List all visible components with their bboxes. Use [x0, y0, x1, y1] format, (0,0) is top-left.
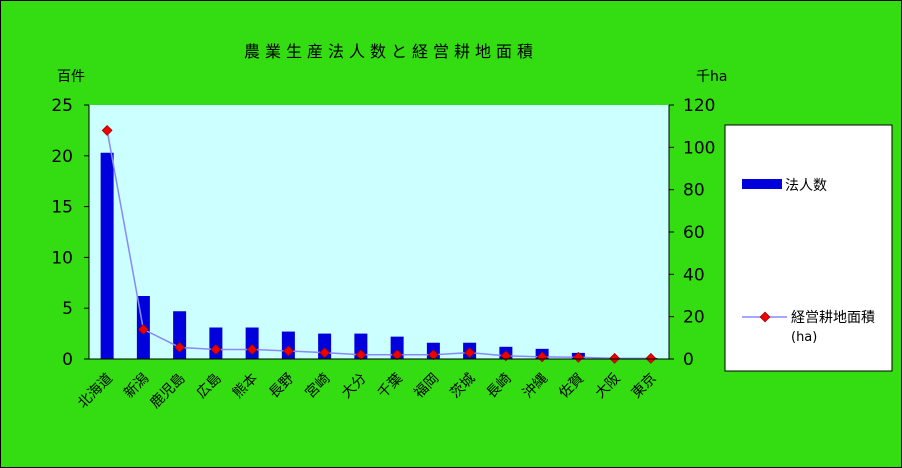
right-tick-label: 60	[683, 223, 705, 243]
legend-marker-swatch	[759, 311, 771, 323]
y-left-axis-label: 百件	[57, 69, 85, 85]
left-tick-label: 25	[51, 96, 73, 116]
legend-line-unit: (ha)	[791, 330, 817, 345]
marker-大阪	[609, 352, 621, 364]
marker-宮崎	[319, 347, 331, 359]
legend-line-label: 経営耕地面積	[791, 309, 875, 326]
marker-新潟	[137, 323, 149, 335]
left-tick-labels: 0 5 10 15 20 25	[51, 96, 89, 370]
right-tick-label: 0	[683, 350, 694, 370]
bar-北海道	[100, 152, 114, 359]
left-tick-label: 15	[51, 198, 73, 218]
legend-box	[724, 124, 893, 372]
marker-東京	[645, 352, 657, 364]
marker-鹿児島	[174, 341, 186, 353]
left-tick-label: 10	[51, 248, 73, 268]
marker-北海道	[101, 124, 113, 136]
marker-茨城	[464, 347, 476, 359]
right-tick-labels: 0 20 40 60 80 100 120	[669, 96, 715, 370]
marker-長崎	[500, 350, 512, 362]
marker-広島	[210, 344, 222, 355]
left-tick-label: 20	[51, 147, 73, 167]
marker-長野	[282, 345, 294, 357]
marker-佐賀	[572, 351, 584, 363]
left-tick-label: 5	[62, 299, 73, 319]
right-tick-label: 40	[683, 265, 705, 285]
left-tick-label: 0	[62, 350, 73, 370]
line-series	[101, 124, 657, 364]
right-tick-label: 100	[683, 138, 715, 158]
marker-熊本	[246, 344, 258, 355]
chart-title: 農業生産法人数と経営耕地面積	[244, 42, 538, 61]
legend-bar-label: 法人数	[785, 178, 827, 194]
right-tick-label: 80	[683, 181, 705, 201]
area-line	[106, 130, 651, 360]
right-tick-label: 120	[683, 96, 715, 116]
marker-千葉	[391, 349, 403, 361]
marker-大分	[355, 349, 367, 361]
marker-福岡	[427, 349, 439, 361]
y-right-axis-label: 千ha	[696, 69, 727, 85]
legend: 法人数 経営耕地面積 (ha)	[724, 124, 893, 372]
legend-bar-swatch	[742, 179, 782, 189]
right-tick-label: 20	[683, 308, 705, 328]
